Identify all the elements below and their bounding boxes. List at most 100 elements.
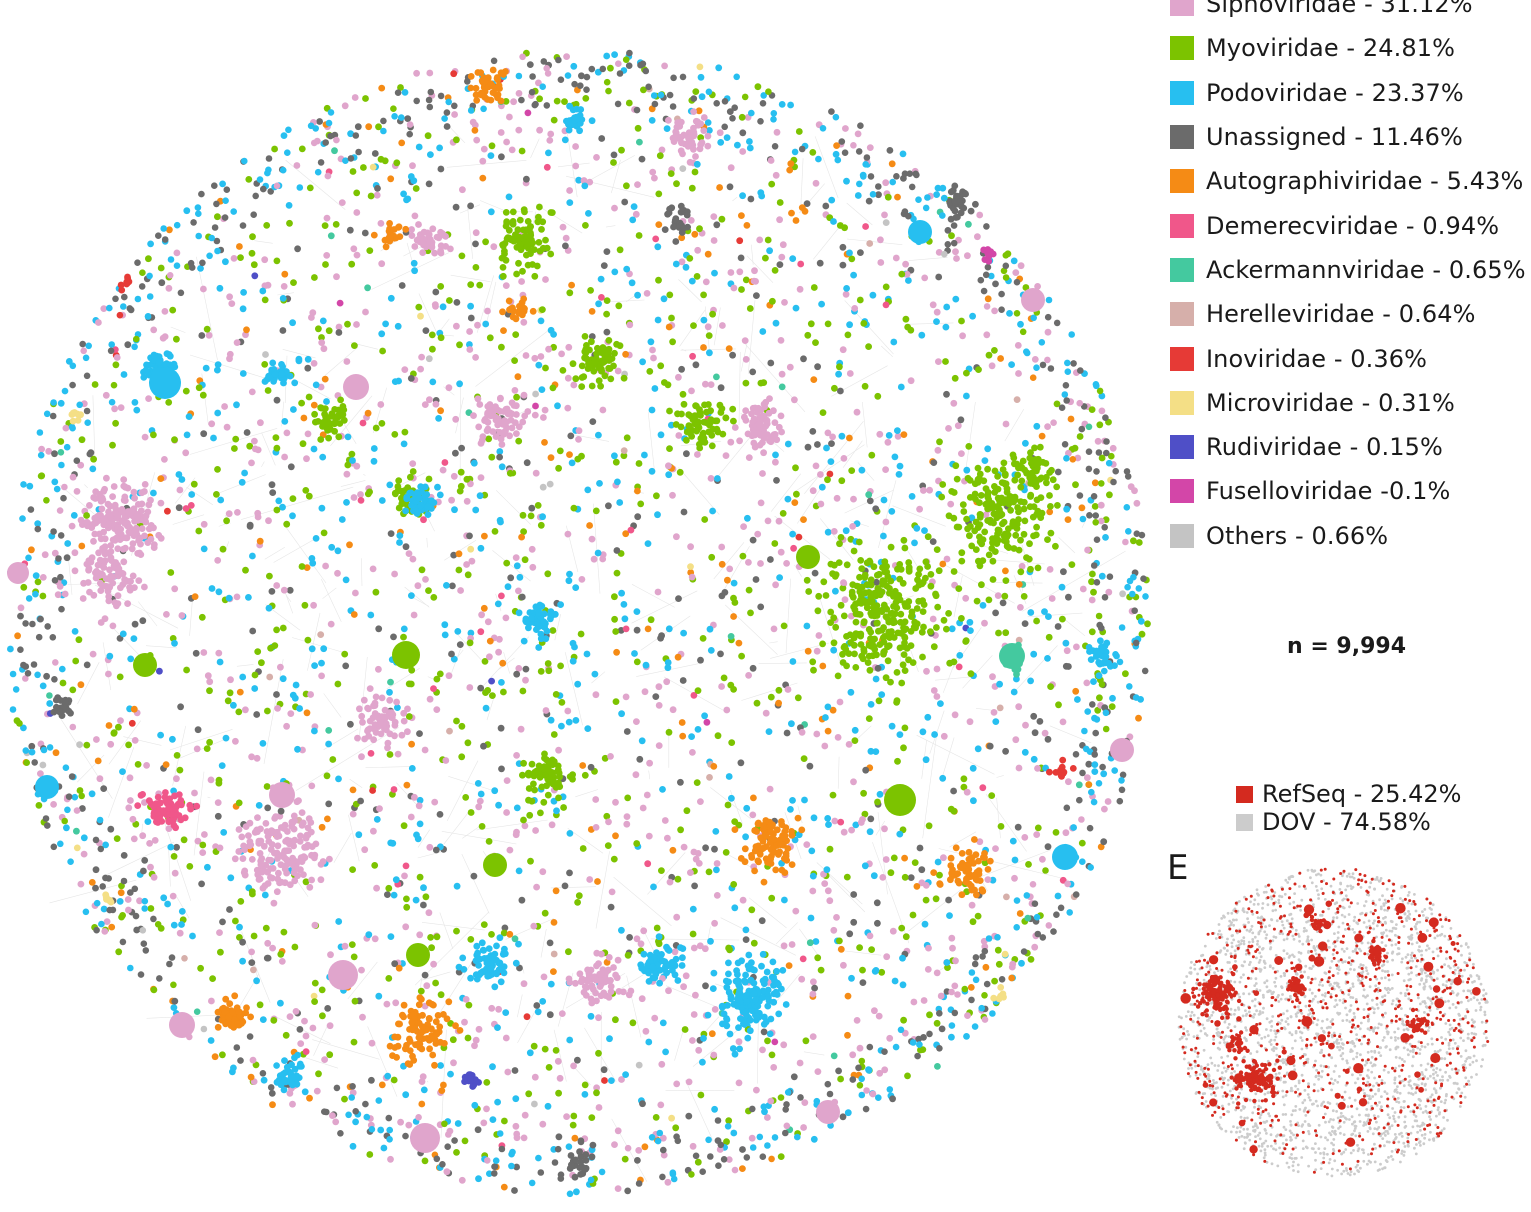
network-node [486, 653, 493, 661]
network-node [1038, 474, 1045, 482]
network-node [540, 973, 548, 981]
network-node [769, 297, 776, 305]
network-node [815, 632, 823, 639]
network-node [580, 373, 588, 381]
network-node [841, 643, 849, 650]
network-node [771, 143, 779, 150]
network-node [575, 892, 583, 900]
network-node [541, 406, 549, 414]
network-node [984, 445, 992, 453]
network-node [38, 445, 45, 453]
network-node [782, 1106, 789, 1113]
network-node [828, 108, 835, 115]
network-node [742, 276, 750, 284]
network-node [150, 326, 158, 334]
network-node [577, 630, 585, 638]
network-node [856, 296, 864, 304]
network-node [365, 931, 373, 939]
network-node [830, 926, 838, 934]
network-node [707, 475, 715, 482]
network-node [930, 643, 938, 651]
network-node [636, 755, 644, 763]
network-node [666, 407, 673, 415]
network-node [422, 893, 430, 901]
network-node [357, 797, 364, 805]
network-node [614, 367, 622, 375]
network-node [169, 892, 177, 900]
network-node [643, 290, 651, 297]
network-node [268, 588, 276, 595]
network-node [29, 620, 36, 628]
network-node [624, 1187, 632, 1195]
network-node [485, 838, 493, 845]
network-node [921, 527, 928, 534]
network-node [594, 549, 602, 557]
network-node [457, 468, 465, 476]
network-node [100, 905, 108, 913]
network-node [812, 339, 819, 346]
network-node [386, 751, 394, 758]
network-node [302, 487, 310, 494]
network-node [237, 254, 244, 261]
network-node [557, 76, 565, 83]
network-node [792, 217, 800, 224]
network-node [710, 213, 718, 221]
network-node [1067, 415, 1075, 423]
network-node [837, 534, 845, 541]
network-node [613, 340, 620, 348]
network-node [848, 255, 856, 263]
network-node [726, 183, 734, 191]
network-edge [108, 747, 135, 818]
network-node [584, 486, 592, 494]
network-node [524, 261, 532, 269]
network-edge [922, 736, 937, 839]
network-node [951, 711, 959, 719]
network-node [610, 151, 618, 159]
network-node [424, 132, 432, 140]
network-node [318, 986, 326, 994]
network-node [546, 939, 554, 947]
network-node [1009, 837, 1017, 845]
network-node [50, 528, 57, 535]
network-node [604, 842, 612, 849]
network-node [562, 234, 570, 242]
network-node [218, 762, 226, 769]
network-node [756, 1133, 764, 1141]
network-node [425, 587, 432, 594]
network-node [688, 1171, 695, 1178]
network-node [557, 662, 564, 670]
network-node [587, 287, 594, 294]
network-node [109, 906, 117, 914]
network-node [575, 427, 583, 435]
network-node [458, 444, 465, 452]
network-node [1007, 506, 1014, 514]
network-node [900, 431, 908, 438]
network-node [352, 1118, 359, 1126]
network-edge [503, 652, 510, 674]
network-node [1116, 658, 1124, 666]
network-node [308, 645, 316, 653]
network-node [336, 299, 344, 307]
network-node [730, 579, 738, 587]
network-node [558, 350, 565, 358]
network-edge [371, 252, 449, 290]
network-node [347, 130, 354, 138]
network-node [1086, 512, 1093, 519]
network-node [223, 517, 231, 525]
network-node [796, 285, 804, 293]
network-node [719, 322, 726, 329]
network-node [590, 555, 598, 563]
network-node [687, 426, 695, 433]
network-node [601, 754, 609, 762]
network-node [884, 643, 891, 651]
network-node [206, 678, 214, 686]
network-node [600, 1066, 608, 1074]
network-node [453, 136, 460, 144]
network-node [12, 686, 20, 693]
network-node [1022, 284, 1030, 291]
main-network-diagram [6, 49, 1151, 1198]
network-node [341, 650, 349, 658]
network-node [251, 685, 259, 692]
network-node [974, 912, 982, 920]
network-node [623, 813, 631, 820]
